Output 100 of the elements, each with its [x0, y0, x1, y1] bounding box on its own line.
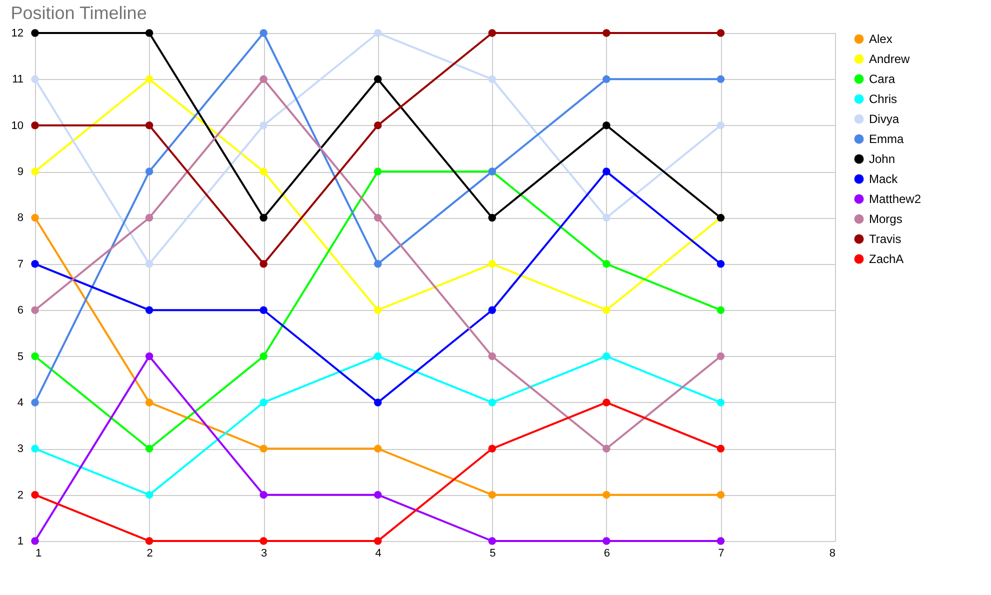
point: [374, 122, 382, 130]
x-tick-label: 3: [261, 548, 268, 560]
point: [145, 168, 154, 176]
point: [716, 537, 725, 545]
y-tick-label: 4: [17, 396, 24, 409]
y-tick-label: 6: [17, 304, 24, 317]
point: [31, 352, 39, 360]
point: [716, 122, 725, 130]
point: [145, 214, 154, 222]
point: [488, 352, 496, 360]
point: [145, 352, 154, 360]
point: [716, 398, 725, 406]
point: [602, 168, 610, 176]
y-tick-label: 12: [11, 28, 24, 40]
point: [31, 168, 39, 176]
point: [260, 260, 268, 268]
legend-label: Matthew2: [869, 192, 922, 206]
legend-label: ZachA: [869, 252, 904, 266]
legend-label: Chris: [869, 92, 898, 106]
point: [260, 537, 268, 545]
legend-label: Travis: [869, 232, 902, 246]
y-tick-label: 10: [11, 120, 24, 132]
point: [145, 29, 154, 37]
point: [31, 214, 39, 222]
point: [716, 75, 725, 84]
point: [602, 398, 610, 406]
y-tick-label: 9: [17, 166, 24, 178]
point: [716, 352, 725, 360]
point: [488, 398, 496, 406]
x-tick-label: 2: [146, 548, 153, 560]
point: [145, 398, 154, 406]
x-tick-label: 8: [829, 548, 836, 560]
point: [145, 306, 154, 314]
legend-label: Mack: [869, 172, 899, 186]
chart-title: Position Timeline: [10, 3, 147, 23]
point: [488, 306, 496, 314]
point: [488, 537, 496, 545]
point: [602, 122, 610, 130]
point: [374, 398, 382, 406]
point: [602, 75, 610, 84]
point: [260, 398, 268, 406]
point: [31, 537, 39, 545]
legend-label: Morgs: [869, 212, 902, 226]
point: [602, 490, 610, 499]
x-tick-label: 7: [718, 548, 724, 560]
point: [716, 490, 725, 499]
point: [260, 444, 268, 452]
point: [260, 122, 268, 130]
x-tick-label: 5: [490, 548, 496, 560]
y-tick-label: 1: [17, 536, 24, 548]
point: [145, 490, 154, 499]
point: [602, 444, 610, 452]
point: [31, 444, 39, 452]
y-tick-label: 11: [12, 74, 24, 86]
point: [31, 75, 39, 84]
x-tick-label: 4: [375, 548, 382, 560]
legend-label: Emma: [869, 132, 904, 146]
point: [31, 306, 39, 314]
y-tick-label: 2: [17, 489, 24, 502]
point: [602, 260, 610, 268]
point: [374, 352, 382, 360]
point: [374, 537, 382, 545]
point: [260, 306, 268, 314]
point: [374, 444, 382, 452]
point: [374, 490, 382, 499]
point: [145, 444, 154, 452]
point: [488, 214, 496, 222]
point: [260, 29, 268, 37]
point: [31, 490, 39, 499]
point: [602, 537, 610, 545]
point: [31, 29, 39, 37]
point: [31, 122, 39, 130]
y-tick-label: 5: [17, 350, 24, 363]
point: [716, 306, 725, 314]
point: [145, 537, 154, 545]
x-tick-label: 6: [604, 548, 610, 560]
y-tick-label: 8: [17, 212, 24, 224]
point: [260, 168, 268, 176]
point: [260, 352, 268, 360]
point: [602, 29, 610, 37]
point: [260, 214, 268, 222]
point: [260, 75, 268, 84]
point: [374, 75, 382, 84]
y-tick-label: 3: [17, 443, 24, 456]
point: [488, 260, 496, 268]
point: [374, 306, 382, 314]
legend-label: Divya: [869, 112, 900, 126]
point: [260, 490, 268, 499]
point: [602, 352, 610, 360]
y-tick-label: 7: [17, 258, 24, 270]
legend-label: John: [869, 152, 896, 166]
point: [602, 214, 610, 222]
point: [374, 168, 382, 176]
point: [374, 214, 382, 222]
point: [488, 444, 496, 452]
point: [31, 398, 39, 406]
point: [488, 75, 496, 84]
point: [145, 260, 154, 268]
point: [716, 260, 725, 268]
legend-label: Cara: [869, 72, 896, 86]
